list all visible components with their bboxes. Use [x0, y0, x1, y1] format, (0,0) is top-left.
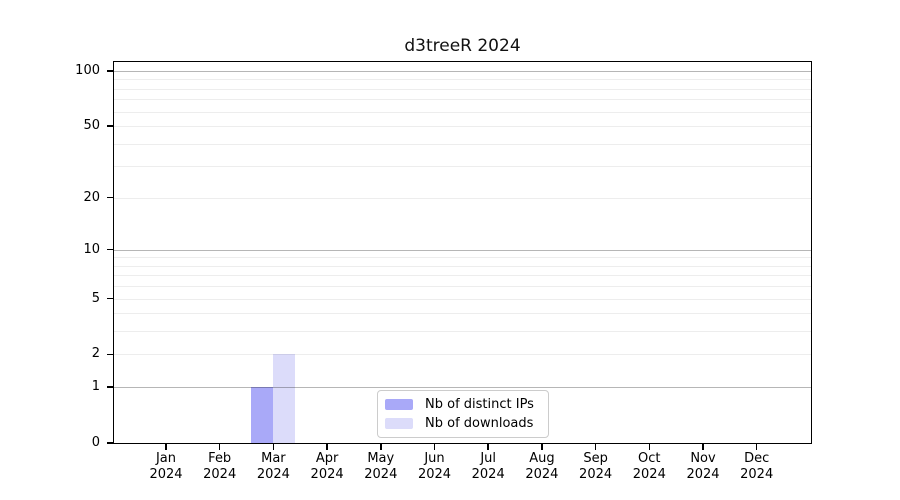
- x-tick-label-line: 2024: [740, 467, 774, 482]
- x-tick-label-line: 2024: [632, 467, 666, 482]
- gridline-minor: [114, 79, 811, 81]
- gridline-minor: [114, 111, 811, 113]
- x-tick-label: Feb 2024: [190, 451, 250, 483]
- gridline-minor: [114, 286, 811, 288]
- y-tick-label: 1: [91, 379, 100, 395]
- legend-swatch-downloads: [385, 418, 413, 429]
- x-tick-label: Jul 2024: [458, 451, 518, 483]
- x-tick-label-line: Aug: [529, 451, 555, 466]
- x-tick-label-line: 2024: [256, 467, 290, 482]
- x-tick: [433, 444, 436, 450]
- legend: Nb of distinct IPs Nb of downloads: [377, 390, 549, 438]
- x-tick-label-line: Mar: [261, 451, 286, 466]
- x-tick-label-line: 2024: [310, 467, 344, 482]
- x-tick-label-line: Feb: [208, 451, 232, 466]
- y-tick: [107, 125, 114, 127]
- x-tick-label: Aug 2024: [512, 451, 572, 483]
- legend-item: Nb of downloads: [385, 416, 540, 432]
- x-tick-label-line: 2024: [579, 467, 613, 482]
- gridline-minor: [114, 88, 811, 90]
- y-tick-label: 20: [83, 189, 100, 205]
- bar-distinct-ips: [251, 387, 274, 443]
- legend-swatch-distinct-ips: [385, 399, 413, 410]
- x-tick-label: Apr 2024: [297, 451, 357, 483]
- legend-label-distinct-ips: Nb of distinct IPs: [425, 396, 534, 412]
- x-tick: [218, 444, 221, 450]
- x-tick-label: Dec 2024: [727, 451, 787, 483]
- gridline-minor: [114, 275, 811, 277]
- y-tick: [107, 297, 114, 300]
- legend-item: Nb of distinct IPs: [385, 397, 540, 413]
- gridline-major: [114, 387, 811, 389]
- plot-frame: [113, 61, 812, 444]
- x-tick-label: May 2024: [351, 451, 411, 483]
- x-tick-label-line: 2024: [149, 467, 183, 482]
- x-tick: [165, 444, 167, 450]
- x-tick-label: Jan 2024: [136, 451, 196, 483]
- x-tick: [594, 444, 597, 450]
- gridline-minor: [114, 257, 811, 259]
- x-tick-label-line: 2024: [686, 467, 720, 482]
- x-tick-label-line: Jan: [155, 451, 177, 466]
- gridline-minor: [114, 298, 811, 300]
- x-tick: [541, 444, 543, 450]
- gridline-minor: [114, 143, 811, 145]
- y-tick: [107, 353, 114, 356]
- bar-downloads: [273, 354, 296, 443]
- x-tick: [487, 444, 489, 450]
- x-tick-label-line: Jul: [480, 451, 497, 466]
- y-tick: [107, 248, 114, 251]
- x-tick-label: Mar 2024: [243, 451, 303, 483]
- y-tick-label: 50: [83, 118, 100, 134]
- y-tick-label: 0: [91, 435, 100, 450]
- gridline-minor: [114, 99, 811, 101]
- y-tick: [107, 70, 114, 72]
- gridline-major: [114, 71, 811, 73]
- x-tick: [272, 444, 275, 450]
- y-tick: [107, 442, 114, 444]
- x-tick-label-line: 2024: [525, 467, 559, 482]
- x-tick-label: Sep 2024: [566, 451, 626, 483]
- y-tick-label: 5: [91, 290, 100, 306]
- x-tick-label-line: 2024: [417, 467, 452, 482]
- y-tick-label: 10: [83, 241, 100, 257]
- gridline-minor: [114, 331, 811, 333]
- gridline-minor: [114, 354, 811, 356]
- y-tick-label: 2: [91, 346, 100, 362]
- x-tick: [702, 444, 704, 450]
- x-tick: [755, 444, 758, 450]
- x-tick-label-line: Jun: [424, 451, 445, 466]
- x-tick-label-line: Apr: [315, 451, 339, 466]
- x-tick: [326, 444, 328, 450]
- x-tick-label: Nov 2024: [673, 451, 733, 483]
- x-tick-label-line: Dec: [744, 451, 770, 466]
- x-tick: [380, 444, 382, 450]
- gridline-minor: [114, 126, 811, 128]
- x-tick-label-line: 2024: [471, 467, 505, 482]
- x-tick-label: Oct 2024: [619, 451, 679, 483]
- gridline-minor: [114, 313, 811, 315]
- x-tick-label-line: 2024: [364, 467, 398, 482]
- x-tick-label-line: Oct: [638, 451, 661, 466]
- gridline-minor: [114, 265, 811, 267]
- x-tick-label-line: Nov: [690, 451, 716, 466]
- x-tick-label-line: May: [367, 451, 395, 466]
- y-tick: [107, 196, 114, 199]
- gridline-minor: [114, 166, 811, 168]
- x-tick-label-line: 2024: [203, 467, 237, 482]
- legend-label-downloads: Nb of downloads: [425, 415, 534, 431]
- gridline-minor: [114, 197, 811, 199]
- y-tick: [107, 386, 114, 388]
- gridline-major: [114, 249, 811, 251]
- x-tick-label: Jun 2024: [405, 451, 465, 483]
- y-tick-label: 100: [75, 63, 100, 79]
- chart-title: d3treeR 2024: [404, 36, 521, 56]
- x-tick-label-line: Sep: [583, 451, 608, 466]
- x-tick: [648, 444, 651, 450]
